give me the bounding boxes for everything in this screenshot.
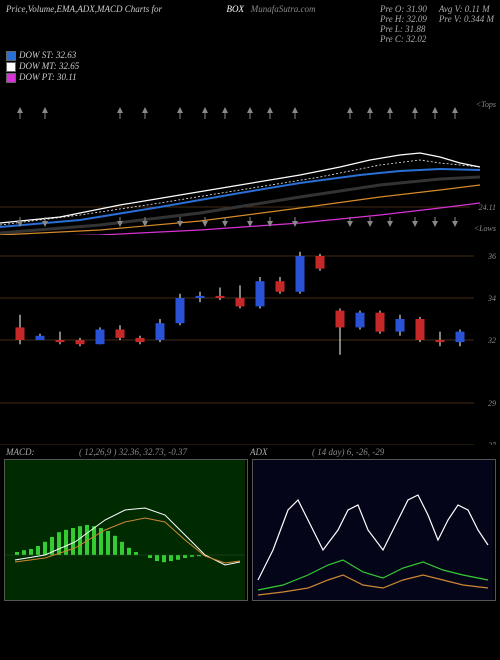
indicator-labels: MACD: ( 12,26,9 ) 32.36, 32.73, -0.37 AD…: [0, 445, 500, 459]
svg-text:36: 36: [487, 252, 496, 261]
macd-panel: [4, 459, 248, 601]
svg-text:<Tops: <Tops: [476, 100, 496, 109]
svg-text:<Lows: <Lows: [474, 224, 496, 233]
legend-mt: DOW MT: 32.65: [6, 61, 79, 72]
stat-c: Pre C: 32.02: [380, 34, 427, 44]
legend: DOW ST: 32.63 DOW MT: 32.65 DOW PT: 30.1…: [0, 48, 500, 85]
chart-header: Price,Volume,EMA,ADX,MACD Charts for BOX…: [0, 0, 500, 48]
adx-label: ADX: [250, 447, 268, 457]
macd-params: ( 12,26,9 ) 32.36, 32.73, -0.37: [79, 447, 187, 457]
header-title: Price,Volume,EMA,ADX,MACD Charts for: [6, 4, 162, 44]
stat-o: Pre O: 31.90: [380, 4, 427, 14]
stat-l: Pre L: 31.88: [380, 24, 427, 34]
svg-text:29: 29: [488, 399, 496, 408]
legend-st: DOW ST: 32.63: [6, 50, 76, 61]
stat-prev: Pre V: 0.344 M: [439, 14, 494, 24]
stat-h: Pre H: 32.09: [380, 14, 427, 24]
stat-avgv: Avg V: 0.11 M: [439, 4, 494, 14]
header-ticker: BOX MunafaSutra.com: [226, 4, 315, 44]
header-site: MunafaSutra.com: [251, 4, 316, 14]
adx-panel: [252, 459, 496, 601]
macd-label: MACD:: [6, 447, 35, 457]
candle-chart: 27 29 32 34 36: [0, 235, 500, 445]
adx-params: ( 14 day) 6, -26, -29: [312, 447, 384, 457]
header-stats: Pre O: 31.90 Pre H: 32.09 Pre L: 31.88 P…: [380, 4, 494, 44]
bottom-panels: [0, 459, 500, 605]
svg-text:32: 32: [487, 336, 496, 345]
legend-pt: DOW PT: 30.11: [6, 72, 77, 83]
svg-text:34: 34: [487, 294, 496, 303]
ema-chart: <Tops 24.11 <Lows: [0, 85, 500, 235]
svg-text:24.11: 24.11: [479, 203, 496, 212]
svg-text:27: 27: [488, 441, 497, 445]
